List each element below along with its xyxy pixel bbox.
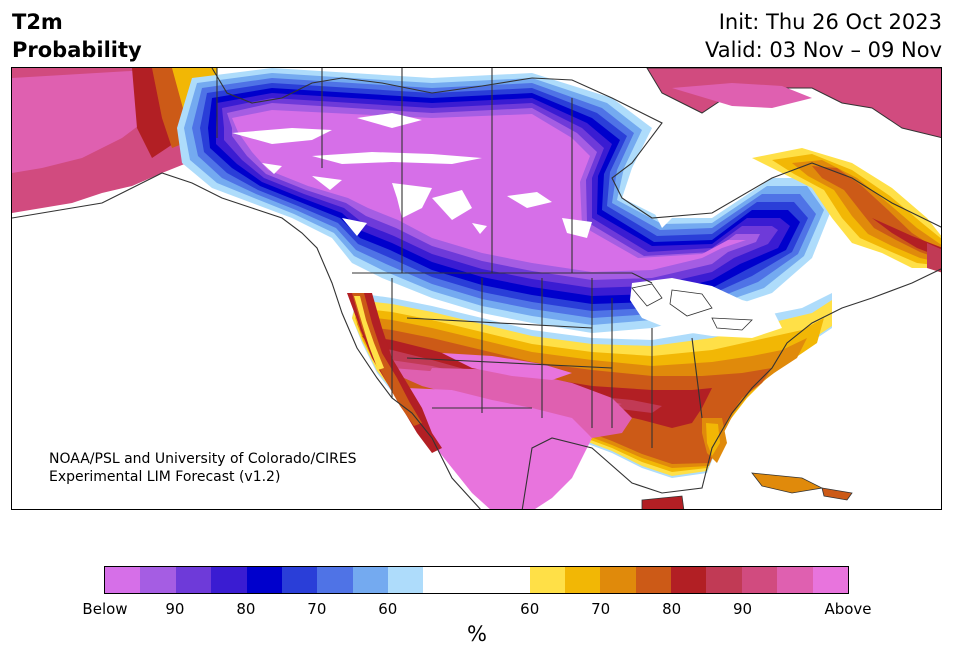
colorbar-tick-label: 70 — [591, 600, 611, 618]
colorbar-segment-above-1 — [564, 567, 601, 593]
colorbar-segment-below-8 — [388, 567, 424, 593]
colorbar-segment-below-1 — [140, 567, 176, 593]
colorbar-tick-label: 70 — [307, 600, 327, 618]
colorbar-segment-above-4 — [671, 567, 707, 593]
valid-range: Valid: 03 Nov – 09 Nov — [705, 38, 942, 62]
colorbar-tick-label: 90 — [733, 600, 753, 618]
atlantic-canada-warm — [752, 148, 941, 273]
colorbar-segment-above-6 — [741, 567, 778, 593]
greenland-shape — [646, 68, 941, 139]
southern-us-warm — [352, 293, 832, 509]
title-line-2: Probability — [12, 38, 142, 62]
pacific-coast-warm — [347, 293, 442, 453]
colorbar-segment-above-7 — [777, 567, 813, 593]
colorbar-tick-label: 90 — [165, 600, 185, 618]
colorbar-segment-above-5 — [706, 567, 742, 593]
credit-line-2: Experimental LIM Forecast (v1.2) — [49, 469, 281, 485]
title-line-1: T2m — [12, 10, 63, 34]
colorbar-tick-label: 60 — [520, 600, 540, 618]
forecast-dates: Init: Thu 26 Oct 2023 Valid: 03 Nov – 09… — [705, 8, 942, 64]
coastline-borders — [12, 68, 941, 509]
map-title: T2m Probability — [12, 8, 142, 64]
colorbar-tick-label: 80 — [236, 600, 256, 618]
init-date: Init: Thu 26 Oct 2023 — [718, 10, 942, 34]
colorbar-segment-neutral — [423, 567, 530, 593]
great-lakes-white — [630, 278, 782, 338]
colorbar-segment-above-0 — [529, 567, 565, 593]
colorbar-segment-below-2 — [175, 567, 212, 593]
colorbar-segment-above-8 — [812, 567, 848, 593]
credit-text: NOAA/PSL and University of Colorado/CIRE… — [49, 450, 357, 486]
colorbar-segment-below-0 — [105, 567, 141, 593]
colorbar-segment-below-3 — [211, 567, 247, 593]
cold-anomaly-region — [177, 68, 832, 333]
colorbar-unit-label: % — [467, 622, 487, 646]
colorbar-segment-above-2 — [600, 567, 636, 593]
colorbar-segment-below-7 — [352, 567, 388, 593]
colorbar-tick-label: 80 — [662, 600, 682, 618]
colorbar-tick-label: Below — [82, 600, 128, 618]
colorbar-segment-below-6 — [317, 567, 353, 593]
probability-map — [11, 67, 942, 510]
colorbar-tick-label: 60 — [378, 600, 398, 618]
colorbar-segment-below-5 — [281, 567, 318, 593]
map-canvas — [12, 68, 941, 509]
colorbar-tick-label: Above — [824, 600, 872, 618]
credit-line-1: NOAA/PSL and University of Colorado/CIRE… — [49, 451, 357, 467]
colorbar-segment-above-3 — [635, 567, 672, 593]
caribbean-islands — [641, 472, 853, 509]
colorbar — [104, 566, 849, 594]
colorbar-segment-below-4 — [246, 567, 282, 593]
